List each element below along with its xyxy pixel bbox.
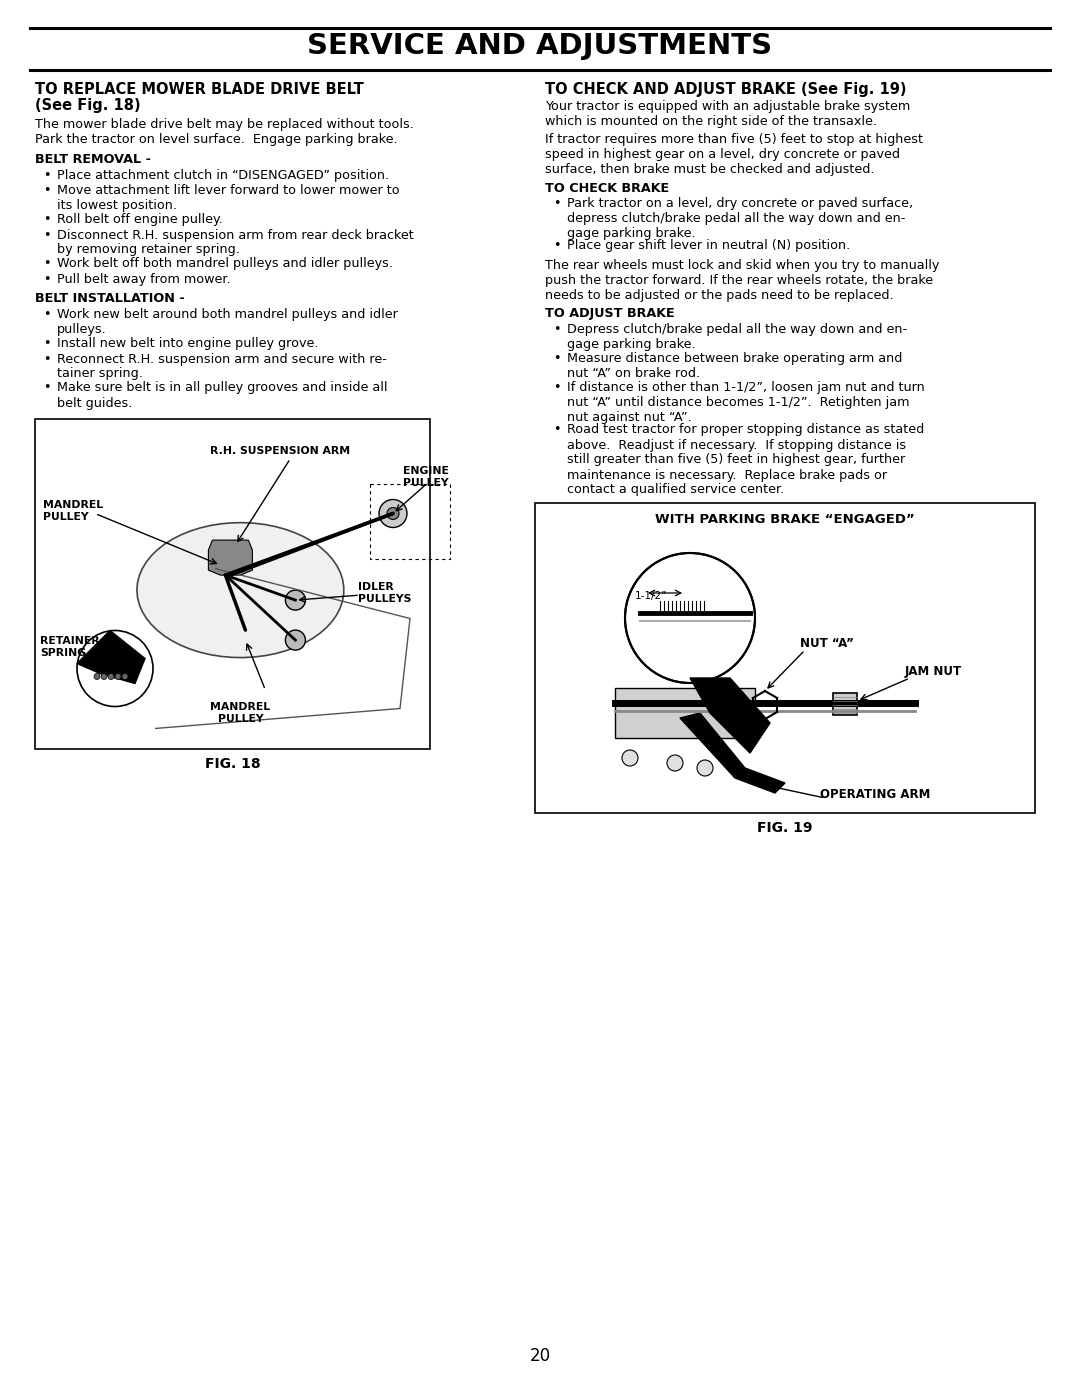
Bar [833,693,858,715]
Text: 20: 20 [529,1347,551,1365]
Circle shape [622,750,638,766]
Text: SERVICE AND ADJUSTMENTS: SERVICE AND ADJUSTMENTS [308,32,772,60]
Text: FIG. 18: FIG. 18 [205,757,260,771]
Text: •: • [553,239,561,253]
Text: The mower blade drive belt may be replaced without tools.
Park the tractor on le: The mower blade drive belt may be replac… [35,117,414,147]
Text: •: • [553,197,561,210]
Text: If tractor requires more than five (5) feet to stop at highest
speed in highest : If tractor requires more than five (5) f… [545,133,923,176]
Text: •: • [43,229,51,242]
Text: Depress clutch/brake pedal all the way down and en-
gage parking brake.: Depress clutch/brake pedal all the way d… [567,323,907,351]
Polygon shape [680,712,785,793]
Text: Install new belt into engine pulley grove.: Install new belt into engine pulley grov… [57,337,319,351]
Text: Work belt off both mandrel pulleys and idler pulleys.: Work belt off both mandrel pulleys and i… [57,257,393,271]
Text: •: • [43,212,51,226]
Text: NUT “A”: NUT “A” [800,637,854,650]
Text: •: • [553,423,561,436]
Polygon shape [690,678,770,753]
Text: If distance is other than 1-1/2”, loosen jam nut and turn
nut “A” until distance: If distance is other than 1-1/2”, loosen… [567,381,924,425]
Text: •: • [553,352,561,365]
Text: •: • [43,257,51,271]
Text: TO CHECK BRAKE: TO CHECK BRAKE [545,182,670,194]
Bar [370,483,450,559]
Circle shape [122,673,129,679]
Circle shape [379,500,407,528]
Text: •: • [43,381,51,394]
Circle shape [114,673,121,679]
Text: Place attachment clutch in “DISENGAGED” position.: Place attachment clutch in “DISENGAGED” … [57,169,389,182]
Text: TO REPLACE MOWER BLADE DRIVE BELT: TO REPLACE MOWER BLADE DRIVE BELT [35,82,364,96]
Text: BELT REMOVAL -: BELT REMOVAL - [35,154,151,166]
Bar [535,503,1035,813]
Circle shape [387,507,399,520]
Text: TO CHECK AND ADJUST BRAKE (See Fig. 19): TO CHECK AND ADJUST BRAKE (See Fig. 19) [545,82,906,96]
Text: BELT INSTALLATION -: BELT INSTALLATION - [35,292,185,306]
Text: MANDREL
PULLEY: MANDREL PULLEY [43,500,103,522]
Text: Measure distance between brake operating arm and
nut “A” on brake rod.: Measure distance between brake operating… [567,352,903,380]
Text: MANDREL
PULLEY: MANDREL PULLEY [211,703,270,724]
Text: 1-1/2”: 1-1/2” [635,591,667,601]
Text: •: • [43,184,51,197]
Text: Your tractor is equipped with an adjustable brake system
which is mounted on the: Your tractor is equipped with an adjusta… [545,101,910,129]
Text: (See Fig. 18): (See Fig. 18) [35,98,140,113]
Text: •: • [553,381,561,394]
Text: IDLER
PULLEYS: IDLER PULLEYS [357,583,411,604]
Text: Move attachment lift lever forward to lower mower to
its lowest position.: Move attachment lift lever forward to lo… [57,184,400,212]
Text: Reconnect R.H. suspension arm and secure with re-
tainer spring.: Reconnect R.H. suspension arm and secure… [57,352,387,380]
Text: •: • [553,323,561,337]
Circle shape [285,630,306,650]
Text: •: • [43,272,51,286]
Text: •: • [43,307,51,321]
Text: Make sure belt is in all pulley grooves and inside all
belt guides.: Make sure belt is in all pulley grooves … [57,381,388,409]
Circle shape [108,673,114,679]
Circle shape [697,760,713,775]
Polygon shape [208,541,253,576]
Circle shape [625,553,755,683]
Circle shape [667,754,683,771]
Text: •: • [43,337,51,351]
Polygon shape [137,522,343,658]
Text: JAM NUT: JAM NUT [905,665,962,678]
Text: The rear wheels must lock and skid when you try to manually
push the tractor for: The rear wheels must lock and skid when … [545,258,940,302]
Text: Disconnect R.H. suspension arm from rear deck bracket
by removing retainer sprin: Disconnect R.H. suspension arm from rear… [57,229,414,257]
Circle shape [102,673,107,679]
Text: Pull belt away from mower.: Pull belt away from mower. [57,272,231,286]
Text: TO ADJUST BRAKE: TO ADJUST BRAKE [545,307,675,320]
Text: OPERATING ARM: OPERATING ARM [820,788,930,800]
Text: •: • [43,169,51,182]
Text: Park tractor on a level, dry concrete or paved surface,
depress clutch/brake ped: Park tractor on a level, dry concrete or… [567,197,913,240]
Text: •: • [43,352,51,366]
Text: FIG. 19: FIG. 19 [757,821,813,835]
Text: WITH PARKING BRAKE “ENGAGED”: WITH PARKING BRAKE “ENGAGED” [656,513,915,527]
Circle shape [285,590,306,610]
Polygon shape [615,687,755,738]
Circle shape [94,673,100,679]
Text: Work new belt around both mandrel pulleys and idler
pulleys.: Work new belt around both mandrel pulley… [57,307,397,337]
Text: Roll belt off engine pulley.: Roll belt off engine pulley. [57,212,222,226]
Text: R.H. SUSPENSION ARM: R.H. SUSPENSION ARM [211,447,351,457]
Polygon shape [77,630,145,683]
Circle shape [77,630,153,707]
Text: Road test tractor for proper stopping distance as stated
above.  Readjust if nec: Road test tractor for proper stopping di… [567,423,924,496]
Bar [35,419,430,749]
Text: ENGINE
PULLEY: ENGINE PULLEY [403,467,449,488]
Text: RETAINER
SPRING: RETAINER SPRING [40,637,99,658]
Text: Place gear shift lever in neutral (N) position.: Place gear shift lever in neutral (N) po… [567,239,850,253]
